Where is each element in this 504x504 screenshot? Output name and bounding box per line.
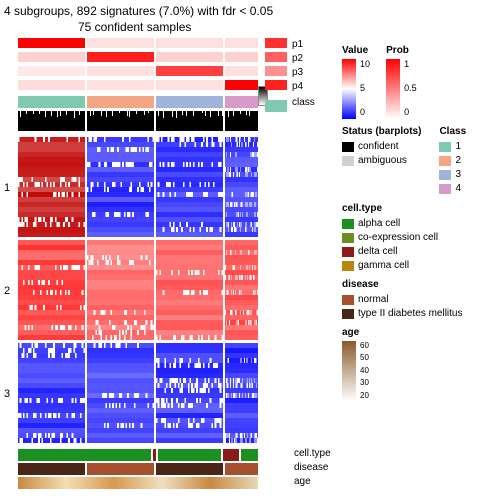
prob-labels: p1 p2 p3 p4 class <box>292 38 315 110</box>
p2-label: p2 <box>292 52 315 66</box>
class-legend: Class 1234 <box>439 119 466 196</box>
heatmap-section: 123 <box>18 137 258 443</box>
bottom-annotations <box>18 449 258 489</box>
prob-mini-column <box>265 38 287 112</box>
main-plot-area: 123 <box>18 38 338 489</box>
age-legend: age 60 50 40 30 20 <box>342 326 502 401</box>
age-colorbar <box>342 341 356 401</box>
value-legend: Value 10 5 0 <box>342 38 368 119</box>
value-cb-labels: 10 5 0 <box>360 59 370 119</box>
age-cb-labels: 60 50 40 30 20 <box>360 341 369 401</box>
value-colorbar <box>342 59 356 119</box>
class-text: class <box>292 96 315 110</box>
status-legend: Status (barplots) confidentambiguous <box>342 119 421 196</box>
silhouette-band <box>18 111 258 131</box>
celltype-legend: cell.type alpha cellco-expression cellde… <box>342 202 502 272</box>
p4-label: p4 <box>292 80 315 94</box>
p3-label: p3 <box>292 66 315 80</box>
disease-label: disease <box>294 462 328 473</box>
prob-track-rows <box>18 38 258 90</box>
legend-area: Value 10 5 0 Prob 1 0.5 0 <box>342 38 502 401</box>
title-line-1: 4 subgroups, 892 signatures (7.0%) with … <box>4 4 273 18</box>
prob-title: Prob <box>386 44 409 57</box>
disease-legend: disease normaltype II diabetes mellitus <box>342 278 502 320</box>
value-title: Value <box>342 44 368 57</box>
p1-label: p1 <box>292 38 315 52</box>
prob-colorbar <box>386 59 400 119</box>
prob-cb-labels: 1 0.5 0 <box>404 59 417 119</box>
class-band <box>18 96 258 108</box>
title-line-2: 75 confident samples <box>78 20 191 34</box>
prob-legend: Prob 1 0.5 0 <box>386 38 409 119</box>
age-label: age <box>294 476 311 487</box>
celltype-label: cell.type <box>294 448 331 459</box>
